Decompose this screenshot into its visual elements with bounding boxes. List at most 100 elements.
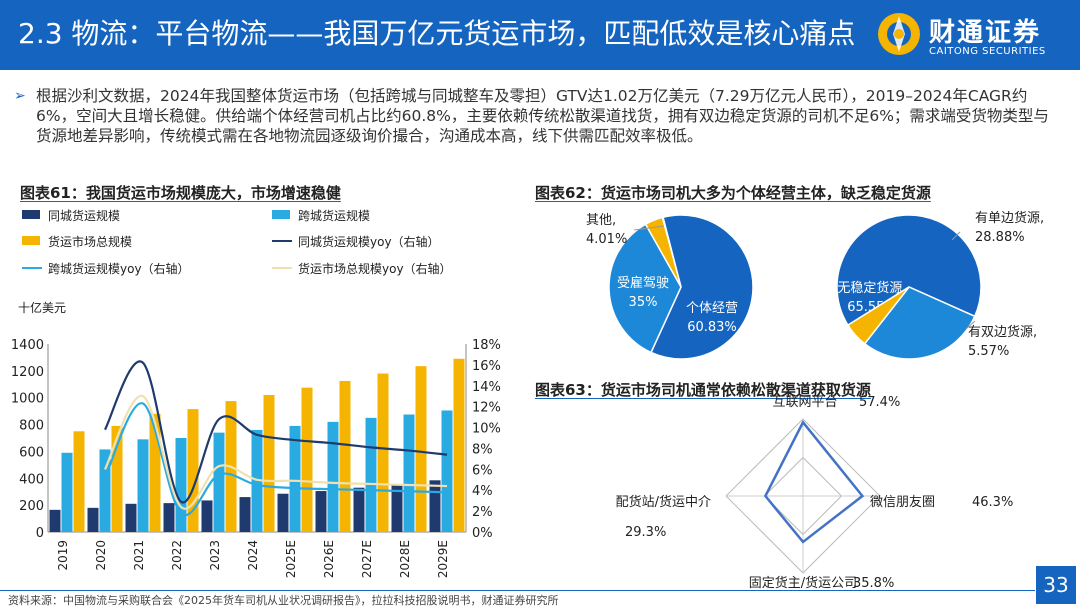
header-bar: 2.3 物流：平台物流——我国万亿元货运市场，匹配低效是核心痛点 财通证券 CA… [0,0,1080,70]
y2-tick-label: 6% [472,463,493,478]
y-tick-label: 1000 [11,392,44,407]
y2-tick-label: 16% [472,359,501,374]
legend-swatch [272,210,290,219]
bar [239,497,251,532]
pie-leader-line [633,225,665,231]
radar-value-label: 46.3% [972,495,1013,510]
pie-value: 60.83% [687,320,737,335]
radar-series [763,420,865,544]
y-tick-label: 800 [19,419,44,434]
y2-tick-label: 18% [472,338,501,353]
legend-label: 货运市场总规模yoy（右轴） [298,261,452,276]
x-tick-label: 2020 [94,540,108,571]
bar [125,503,137,532]
pie-value: 5.57% [968,344,1009,359]
bar [315,491,327,532]
bar [49,509,61,532]
bar [201,500,213,532]
legend-label: 跨城货运规模yoy（右轴） [48,261,190,276]
y2-tick-label: 14% [472,380,501,395]
fig61-title: 图表61：我国货运市场规模庞大，市场增速稳健 [20,184,341,202]
summary-text: 根据沙利文数据，2024年我国整体货运市场（包括跨城与同城整车及零担）GTV达1… [36,87,1049,145]
y2-tick-label: 12% [472,401,501,416]
y2-tick-label: 4% [472,484,493,499]
radar-axis-label: 微信朋友圈 [870,494,935,510]
bar [73,431,85,532]
bar [339,380,351,532]
source-note: 资料来源：中国物流与采购联合会《2025年货车司机从业状况调研报告》，拉拉科技招… [8,594,559,607]
bar [301,387,313,532]
pie-slice [846,286,910,345]
bar [429,480,441,532]
series-line [104,360,448,504]
x-tick-label: 2026E [322,540,336,578]
fig63-title: 图表63：货运市场司机通常依赖松散渠道获取货源 [535,381,871,399]
legend-label: 同城货运规模yoy（右轴） [298,234,440,249]
y-tick-label: 600 [19,445,44,460]
radar-value-label: 35.8% [853,576,894,591]
pie-slice [650,214,754,360]
bar [353,487,365,532]
legend-label: 同城货运规模 [48,208,120,223]
y2-tick-label: 10% [472,422,501,437]
summary-paragraph: ➢ 根据沙利文数据，2024年我国整体货运市场（包括跨城与同城整车及零担）GTV… [14,86,1064,146]
pie-label: 受雇驾驶 [617,275,669,291]
bar [163,503,175,532]
y2-tick-label: 0% [472,526,493,541]
y-tick-label: 400 [19,472,44,487]
bar [453,358,465,532]
bar [415,366,427,532]
radar-axis-label: 固定货主/货运公司 [749,575,857,591]
pie-slice [836,214,982,327]
radar-axis-label: 互联网平台 [772,395,837,410]
x-tick-label: 2021 [132,540,146,571]
y2-tick-label: 8% [472,442,493,457]
pie-label: 其他, [586,213,616,228]
logo-emblem-icon [878,13,920,55]
bar [61,452,73,532]
bar [187,409,199,532]
bar [137,439,149,532]
radar-value-label: 29.3% [625,525,666,540]
page-title: 2.3 物流：平台物流——我国万亿元货运市场，匹配低效是核心痛点 [18,17,856,50]
bar [213,432,225,532]
x-tick-label: 2022 [170,540,184,571]
legend-swatch [22,210,40,219]
y-tick-label: 200 [19,499,44,514]
x-tick-label: 2025E [284,540,298,578]
bar [377,373,389,532]
company-logo: 财通证券 CAITONG SECURITIES [875,10,1070,62]
pie-value: 35% [629,295,658,310]
pie-label: 无稳定货源, [837,280,906,296]
pie-leader-line [951,231,961,241]
pie-value: 28.88% [975,230,1025,245]
legend-swatch [22,236,40,245]
y-tick-label: 1400 [11,338,44,353]
bar [403,414,415,532]
pie-value: 4.01% [586,232,627,247]
bar [149,413,161,532]
bar [87,507,99,532]
bar [365,417,377,532]
y-tick-label: 0 [36,526,44,541]
bar [99,449,111,532]
bar [277,493,289,532]
radar-axis-label: 配货站/货运中介 [616,494,711,510]
radar-value-label: 57.4% [859,395,900,410]
bar [327,421,339,532]
bar [111,425,123,532]
bar [391,484,403,532]
x-tick-label: 2023 [208,540,222,571]
y-tick-label: 1200 [11,365,44,380]
bar [251,429,263,532]
x-tick-label: 2028E [398,540,412,578]
logo-name: 财通证券 [929,18,1042,48]
x-tick-label: 2019 [56,540,70,571]
legend-label: 货运市场总规模 [48,234,132,249]
series-line [104,395,448,510]
series-line [104,402,448,517]
y-axis-unit-label: 十亿美元 [18,300,66,315]
x-tick-label: 2027E [360,540,374,578]
bar [289,425,301,532]
